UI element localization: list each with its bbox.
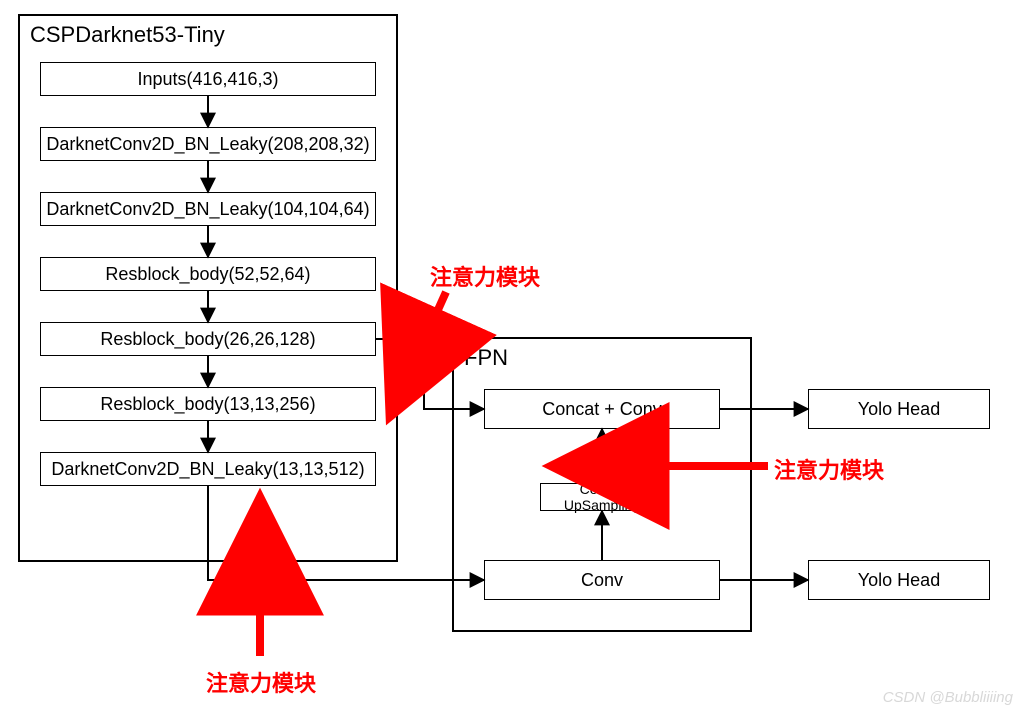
attention-label-bottom: 注意力模块 bbox=[206, 666, 316, 698]
backbone-title: CSPDarknet53-Tiny bbox=[30, 22, 225, 48]
conv-fpn-block: Conv bbox=[484, 560, 720, 600]
res1-block: Resblock_body(52,52,64) bbox=[40, 257, 376, 291]
head1-block: Yolo Head bbox=[808, 389, 990, 429]
concat-block: Concat + Conv bbox=[484, 389, 720, 429]
conv3-block: DarknetConv2D_BN_Leaky(13,13,512) bbox=[40, 452, 376, 486]
upsample-block: Conv + UpSampling bbox=[540, 483, 664, 511]
conv1-block: DarknetConv2D_BN_Leaky(208,208,32) bbox=[40, 127, 376, 161]
fpn-title: FPN bbox=[464, 345, 508, 371]
head2-block: Yolo Head bbox=[808, 560, 990, 600]
attention-label-right: 注意力模块 bbox=[774, 453, 884, 485]
conv2-block: DarknetConv2D_BN_Leaky(104,104,64) bbox=[40, 192, 376, 226]
inputs-block: Inputs(416,416,3) bbox=[40, 62, 376, 96]
watermark: CSDN @Bubbliiiing bbox=[883, 689, 1013, 706]
attention-label-top: 注意力模块 bbox=[430, 260, 540, 292]
res2-block: Resblock_body(26,26,128) bbox=[40, 322, 376, 356]
res3-block: Resblock_body(13,13,256) bbox=[40, 387, 376, 421]
